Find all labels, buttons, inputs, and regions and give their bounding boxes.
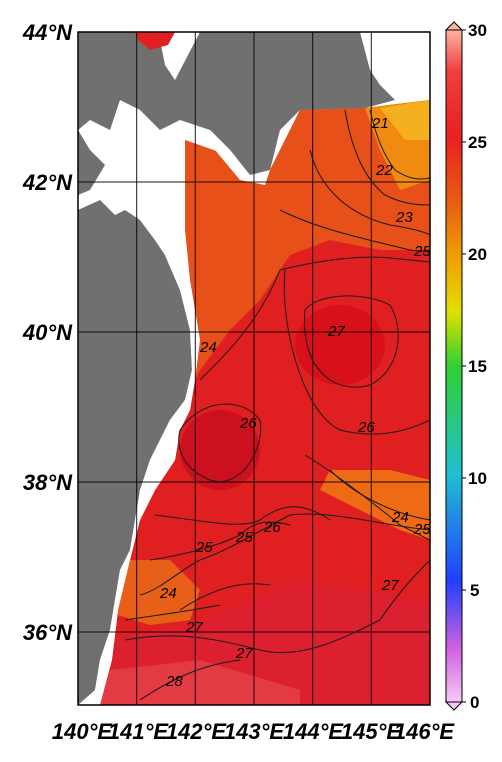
colorbar-ramp (445, 29, 463, 703)
contour-label: 27 (381, 577, 399, 594)
no-data-areas (95, 130, 270, 705)
y-tick-label: 44°N (22, 20, 73, 45)
x-axis: 140°E 141°E 142°E 143°E 144°E 145°E 146°… (52, 719, 456, 744)
contour-label: 27 (185, 619, 203, 636)
x-tick-label: 143°E (224, 719, 286, 744)
contour-label: 26 (263, 519, 281, 536)
y-axis: 44°N 42°N 40°N 38°N 36°N (22, 20, 73, 645)
contour-label: 27 (327, 323, 345, 340)
colorbar-tick-label: 0 (470, 693, 479, 712)
plot-frame (77, 31, 431, 706)
contour-label: 25 (195, 539, 213, 556)
contour-label: 24 (199, 339, 217, 356)
x-tick-label: 146°E (394, 719, 456, 744)
land-mass (78, 32, 395, 705)
x-tick-label: 144°E (283, 719, 345, 744)
map-plot-area: 21 22 23 25 24 27 26 26 24 25 25 26 25 2… (78, 32, 446, 705)
contour-label: 21 (371, 115, 389, 132)
contour-label: 25 (235, 529, 253, 546)
y-tick-label: 40°N (22, 320, 73, 345)
contour-label: 25 (413, 243, 431, 260)
watermark-text: Ocean Data View (432, 603, 446, 700)
y-tick-label: 36°N (23, 620, 73, 645)
contour-label-group: 21 22 23 25 24 27 26 26 24 25 25 26 25 2… (159, 115, 431, 690)
colorbar-tick-label: 20 (468, 245, 487, 264)
colorbar: 30 25 20 15 10 5 0 (444, 21, 487, 712)
y-tick-label: 38°N (23, 470, 73, 495)
colorbar-tick-label: 25 (468, 133, 487, 152)
contour-label: 26 (239, 415, 257, 432)
x-tick-label: 141°E (108, 719, 170, 744)
contour-label: 28 (165, 673, 183, 690)
colorbar-tick-label: 15 (468, 357, 487, 376)
x-tick-label: 140°E (52, 719, 114, 744)
contour-label: 23 (395, 209, 413, 226)
colorbar-tick-label: 5 (470, 581, 479, 600)
contour-lines (124, 109, 430, 701)
contour-label: 27 (235, 645, 253, 662)
contour-label: 26 (357, 419, 375, 436)
contour-label: 22 (375, 162, 393, 179)
graticule (78, 32, 430, 705)
colorbar-tick-label: 10 (468, 469, 487, 488)
colorbar-tick-label: 30 (468, 21, 487, 40)
x-tick-label: 145°E (341, 719, 403, 744)
x-tick-label: 142°E (166, 719, 228, 744)
y-tick-label: 42°N (22, 170, 73, 195)
contour-label: 24 (159, 585, 177, 602)
contour-label: 24 (391, 509, 409, 526)
contour-label: 25 (413, 521, 431, 538)
